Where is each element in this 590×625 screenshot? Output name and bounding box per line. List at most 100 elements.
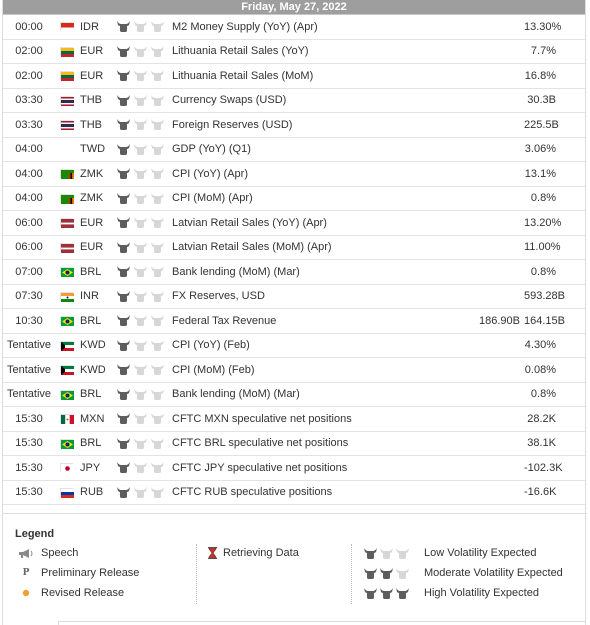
events-table: 00:00 IDR M2 Money Supply (YoY) (Apr) 13.30…	[3, 15, 585, 505]
legend: Legend Speech P Preliminary Release Revi…	[3, 513, 587, 625]
event-title[interactable]: GDP (YoY) (Q1)	[172, 143, 251, 156]
volatility-bulls-icon	[113, 413, 171, 425]
event-row[interactable]: Tentative BRL Bank lending (MoM) (Mar) 0.8%	[3, 383, 585, 407]
flag-brazil-icon	[55, 389, 77, 400]
event-title[interactable]: M2 Money Supply (YoY) (Apr)	[172, 20, 318, 33]
event-time: 04:00	[15, 143, 43, 156]
hourglass-icon	[205, 547, 219, 559]
flag-russia-icon	[55, 487, 77, 498]
legend-preliminary-label: Preliminary Release	[41, 567, 140, 579]
event-previous: 225.5B	[524, 118, 559, 131]
event-title[interactable]: CPI (MoM) (Apr)	[172, 192, 253, 205]
event-time: 04:00	[15, 192, 43, 205]
megaphone-icon	[15, 548, 37, 559]
event-currency: KWD	[80, 339, 106, 352]
legend-high-label: High Volatility Expected	[424, 587, 539, 599]
event-title[interactable]: Latvian Retail Sales (YoY) (Apr)	[172, 216, 327, 229]
volatility-bulls-icon	[113, 339, 171, 351]
event-row[interactable]: 15:30 BRL CFTC BRL speculative net positio…	[3, 432, 585, 456]
event-title[interactable]: Bank lending (MoM) (Mar)	[172, 388, 300, 401]
event-previous: 13.30%	[524, 20, 562, 33]
event-title[interactable]: CPI (YoY) (Feb)	[172, 339, 250, 352]
event-time: Tentative	[6, 363, 52, 376]
event-time: 03:30	[15, 118, 43, 131]
event-row[interactable]: 03:30 THB Foreign Reserves (USD) 225.5B	[3, 113, 585, 138]
event-title[interactable]: Federal Tax Revenue	[172, 314, 277, 327]
event-title[interactable]: CFTC JPY speculative net positions	[172, 461, 348, 474]
legend-retrieving-label: Retrieving Data	[223, 547, 299, 559]
event-title[interactable]: Lithuania Retail Sales (MoM)	[172, 69, 314, 82]
flag-brazil-icon	[55, 438, 77, 449]
event-title[interactable]: CFTC MXN speculative net positions	[172, 412, 352, 425]
legend-low-label: Low Volatility Expected	[424, 547, 537, 559]
flag-indonesia-icon	[55, 22, 77, 33]
event-time: Tentative	[6, 339, 52, 352]
event-title[interactable]: Bank lending (MoM) (Mar)	[172, 265, 300, 278]
event-previous: 0.8%	[530, 192, 556, 205]
legend-title: Legend	[15, 528, 55, 540]
event-previous: 3.06%	[524, 143, 556, 156]
event-row[interactable]: 15:30 MXN CFTC MXN speculative net positio…	[3, 407, 585, 432]
flag-zambia-icon	[55, 193, 77, 204]
event-row[interactable]: 00:00 IDR M2 Money Supply (YoY) (Apr) 13.30…	[3, 15, 585, 40]
event-row[interactable]: Tentative KWD CPI (YoY) (Feb) 4.30%	[3, 334, 585, 358]
event-row[interactable]: 03:30 THB Currency Swaps (USD) 30.3B	[3, 89, 585, 113]
event-row[interactable]: Tentative KWD CPI (MoM) (Feb) 0.08%	[3, 358, 585, 383]
event-row[interactable]: 02:00 EUR Lithuania Retail Sales (YoY) 7.7%	[3, 40, 585, 64]
moderate-volatility-bulls-icon	[364, 567, 420, 579]
legend-divider-2	[351, 544, 352, 604]
volatility-bulls-icon	[113, 21, 171, 33]
event-title[interactable]: CFTC BRL speculative net positions	[172, 437, 349, 450]
preliminary-icon: P	[22, 568, 30, 578]
event-time: Tentative	[6, 388, 52, 401]
event-title[interactable]: CFTC RUB speculative positions	[172, 486, 333, 499]
event-currency: BRL	[80, 388, 102, 401]
event-row[interactable]: 15:30 RUB CFTC RUB speculative positions -1…	[3, 481, 585, 505]
volatility-bulls-icon	[113, 462, 171, 474]
event-row[interactable]: 07:00 BRL Bank lending (MoM) (Mar) 0.8%	[3, 260, 585, 285]
volatility-bulls-icon	[113, 388, 171, 400]
event-row[interactable]: 06:00 EUR Latvian Retail Sales (YoY) (Apr)…	[3, 211, 585, 236]
flag-kuwait-icon	[55, 340, 77, 351]
event-title[interactable]: Lithuania Retail Sales (YoY)	[172, 45, 309, 58]
event-currency: JPY	[80, 461, 101, 474]
event-previous: 30.3B	[527, 94, 556, 107]
event-row[interactable]: 02:00 EUR Lithuania Retail Sales (MoM) 16.8…	[3, 64, 585, 89]
event-title[interactable]: CPI (YoY) (Apr)	[172, 167, 249, 180]
legend-preliminary: P Preliminary Release	[15, 567, 140, 579]
legend-revised-label: Revised Release	[41, 587, 125, 599]
high-volatility-bulls-icon	[364, 587, 420, 599]
event-previous: 0.8%	[530, 265, 556, 278]
event-previous: 7.7%	[530, 45, 556, 58]
event-currency: EUR	[80, 69, 104, 82]
event-previous: 38.1K	[527, 437, 556, 450]
event-title[interactable]: FX Reserves, USD	[172, 290, 265, 303]
event-title[interactable]: Currency Swaps (USD)	[172, 94, 287, 107]
event-time: 06:00	[15, 216, 43, 229]
volatility-bulls-icon	[113, 192, 171, 204]
legend-moderate-volatility: Moderate Volatility Expected	[364, 567, 563, 579]
event-row[interactable]: 04:00 ZMK CPI (YoY) (Apr) 13.1%	[3, 162, 585, 187]
event-title[interactable]: Foreign Reserves (USD)	[172, 118, 293, 131]
event-row[interactable]: 07:30 INR FX Reserves, USD 593.28B	[3, 285, 585, 309]
event-row[interactable]: 04:00 ZMK CPI (MoM) (Apr) 0.8%	[3, 187, 585, 211]
event-previous: 28.2K	[527, 412, 556, 425]
legend-moderate-label: Moderate Volatility Expected	[424, 567, 563, 579]
flag-lithuania-icon	[55, 71, 77, 82]
event-time: 07:30	[15, 290, 43, 303]
event-previous: 11.00%	[524, 241, 561, 254]
event-row[interactable]: 06:00 EUR Latvian Retail Sales (MoM) (Apr)…	[3, 236, 585, 260]
volatility-bulls-icon	[113, 437, 171, 449]
event-time: 00:00	[15, 20, 43, 33]
event-title[interactable]: CPI (MoM) (Feb)	[172, 363, 255, 376]
legend-low-volatility: Low Volatility Expected	[364, 547, 537, 559]
volatility-bulls-icon	[113, 486, 171, 498]
event-title[interactable]: Latvian Retail Sales (MoM) (Apr)	[172, 241, 332, 254]
event-currency: ZMK	[80, 167, 104, 180]
low-volatility-bulls-icon	[364, 547, 420, 559]
flag-thailand-icon	[55, 120, 77, 131]
event-row[interactable]: 10:30 BRL Federal Tax Revenue 186.90B 164.15…	[3, 309, 585, 334]
event-row[interactable]: 15:30 JPY CFTC JPY speculative net positio…	[3, 456, 585, 481]
event-row[interactable]: 04:00 TWD GDP (YoY) (Q1) 3.06%	[3, 138, 585, 162]
event-currency: EUR	[80, 216, 104, 229]
